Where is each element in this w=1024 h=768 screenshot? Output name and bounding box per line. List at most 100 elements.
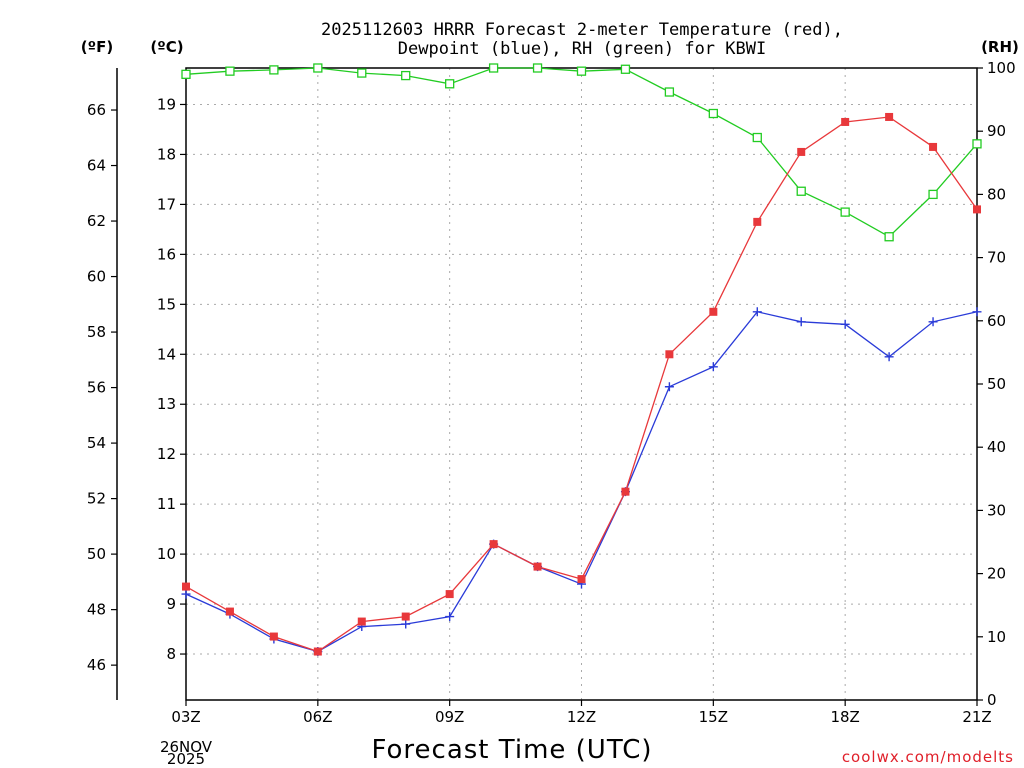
dewpoint-point — [884, 352, 894, 362]
dewpoint-point — [445, 612, 455, 622]
dewpoint-point — [840, 319, 850, 329]
dewpoint-point — [664, 382, 674, 392]
rh-tick-label: 80 — [987, 185, 1006, 203]
celsius-tick-label: 18 — [157, 145, 176, 163]
rh-point — [752, 132, 762, 143]
rh-tick-label: 60 — [987, 312, 1006, 330]
fahrenheit-tick-label: 54 — [87, 434, 106, 452]
celsius-axis: 8 9 10 11 12 13 14 15 16 17 18 19 — [157, 95, 186, 663]
dewpoint-point — [796, 317, 806, 327]
fahrenheit-tick-label: 58 — [87, 323, 106, 341]
temperature-point — [533, 562, 542, 571]
fahrenheit-tick-label: 52 — [87, 490, 106, 508]
fahrenheit-tick-label: 56 — [87, 379, 106, 397]
temperature-point — [709, 307, 718, 316]
dewpoint-point — [708, 362, 718, 372]
fahrenheit-tick-label: 66 — [87, 101, 106, 119]
temperature-point — [665, 350, 674, 359]
temperature-point — [489, 540, 498, 549]
rh-point — [928, 189, 938, 200]
credit-text: coolwx.com/modelts — [842, 748, 1014, 766]
celsius-tick-label: 10 — [157, 545, 176, 563]
temperature-point — [182, 582, 190, 591]
rh-series — [181, 63, 982, 242]
x-axis-title: Forecast Time (UTC) — [371, 735, 652, 765]
rh-tick-label: 100 — [987, 59, 1016, 77]
rh-point — [708, 108, 718, 119]
celsius-tick-label: 16 — [157, 245, 176, 263]
chart-title-line2: Dewpoint (blue), RH (green) for KBWI — [398, 39, 766, 59]
celsius-tick-label: 8 — [166, 645, 176, 663]
dewpoint-point — [972, 307, 982, 317]
temperature-series — [182, 112, 981, 656]
dewpoint-point — [752, 307, 762, 317]
time-tick-label: 18Z — [830, 708, 859, 726]
celsius-tick-label: 9 — [166, 595, 176, 613]
rh-point — [181, 69, 191, 79]
chart-title-line1: 2025112603 HRRR Forecast 2-meter Tempera… — [321, 20, 843, 40]
dewpoint-point — [928, 317, 938, 327]
temperature-point — [929, 142, 938, 151]
celsius-tick-label: 17 — [157, 195, 176, 213]
celsius-tick-label: 11 — [157, 495, 176, 513]
rh-point — [401, 70, 411, 81]
celsius-tick-label: 19 — [157, 95, 176, 113]
rh-point — [532, 63, 543, 73]
fahrenheit-tick-label: 50 — [87, 545, 106, 563]
rh-point — [313, 63, 323, 73]
rh-tick-label: 30 — [987, 501, 1006, 519]
rh-tick-label: 0 — [987, 691, 997, 709]
celsius-tick-label: 14 — [157, 345, 176, 363]
rh-point — [269, 65, 279, 75]
series-layer — [181, 63, 982, 657]
rh-point — [884, 232, 894, 242]
temperature-point — [885, 112, 894, 121]
rh-tick-label: 10 — [987, 628, 1006, 646]
celsius-axis-unit: (ºC) — [150, 38, 183, 56]
date-label-year: 2025 — [167, 750, 205, 768]
rh-axis-unit: (RH) — [981, 38, 1019, 56]
rh-point — [620, 64, 631, 74]
fahrenheit-tick-label: 62 — [87, 212, 106, 230]
temperature-point — [269, 632, 278, 641]
fahrenheit-tick-label: 46 — [87, 656, 106, 674]
rh-tick-label: 40 — [987, 438, 1006, 456]
rh-point — [576, 66, 587, 76]
temperature-point — [621, 487, 630, 496]
rh-axis: 0 10 20 30 40 50 60 70 80 90 100 — [977, 59, 1016, 709]
time-tick-label: 03Z — [171, 708, 200, 726]
temperature-point — [313, 647, 322, 656]
rh-tick-label: 90 — [987, 122, 1006, 140]
rh-point — [488, 63, 499, 73]
temperature-point — [797, 147, 806, 156]
temperature-point — [841, 117, 850, 126]
rh-point — [972, 139, 982, 149]
celsius-tick-label: 15 — [157, 295, 176, 313]
rh-tick-label: 70 — [987, 249, 1006, 267]
fahrenheit-axis-unit: (ºF) — [81, 38, 113, 56]
time-tick-label: 15Z — [699, 708, 728, 726]
temperature-point — [445, 590, 454, 599]
celsius-tick-label: 13 — [157, 395, 176, 413]
fahrenheit-tick-label: 64 — [87, 157, 106, 175]
fahrenheit-axis: 46 48 50 52 54 56 58 60 62 64 66 — [87, 101, 117, 674]
temperature-point — [973, 205, 981, 214]
chart-gridlines — [186, 68, 977, 700]
temperature-point — [577, 575, 586, 584]
rh-point — [664, 87, 675, 97]
time-tick-label: 21Z — [962, 708, 991, 726]
temperature-point — [753, 217, 762, 226]
dewpoint-point — [181, 589, 191, 599]
temperature-point — [401, 612, 410, 621]
rh-tick-label: 20 — [987, 565, 1006, 583]
time-tick-label: 09Z — [435, 708, 464, 726]
rh-point — [840, 207, 850, 217]
time-tick-label: 06Z — [303, 708, 332, 726]
rh-point — [445, 79, 455, 89]
rh-tick-label: 50 — [987, 375, 1006, 393]
dewpoint-point — [401, 619, 411, 629]
time-axis: 03Z 06Z 09Z 12Z 15Z 18Z 21Z — [171, 700, 992, 726]
fahrenheit-tick-label: 48 — [87, 601, 106, 619]
time-tick-label: 12Z — [567, 708, 596, 726]
